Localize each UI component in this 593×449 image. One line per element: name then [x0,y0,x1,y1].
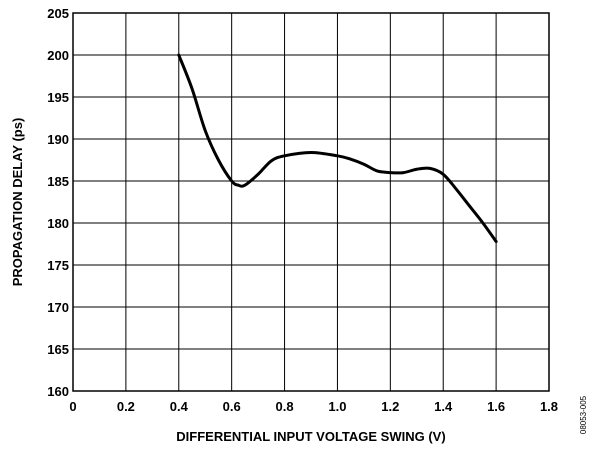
y-tick-label: 160 [47,384,69,399]
x-tick-label: 0.6 [223,399,241,414]
y-tick-label: 190 [47,132,69,147]
x-tick-label: 1.2 [381,399,399,414]
y-tick-label: 165 [47,342,69,357]
y-tick-label: 185 [47,174,69,189]
x-tick-label: 1.8 [540,399,558,414]
x-tick-label: 1.0 [328,399,346,414]
y-axis: 160 165 170 175 180 185 190 195 200 205 [47,6,69,399]
x-tick-label: 1.6 [487,399,505,414]
y-tick-label: 180 [47,216,69,231]
y-tick-label: 170 [47,300,69,315]
series-line [177,53,498,243]
y-tick-label: 195 [47,90,69,105]
grid [73,13,549,391]
y-tick-label: 205 [47,6,69,21]
y-tick-label: 175 [47,258,69,273]
x-tick-label: 0.2 [117,399,135,414]
y-axis-title: PROPAGATION DELAY (ps) [10,118,25,287]
figure-id: 08053-005 [579,395,588,434]
x-tick-label: 0 [69,399,76,414]
x-axis-title: DIFFERENTIAL INPUT VOLTAGE SWING (V) [176,429,445,444]
x-tick-label: 1.4 [434,399,453,414]
x-axis: 0 0.2 0.4 0.6 0.8 1.0 1.2 1.4 1.6 1.8 [69,399,558,414]
x-tick-label: 0.8 [276,399,294,414]
y-tick-label: 200 [47,48,69,63]
plot-frame [72,12,550,392]
x-tick-label: 0.4 [170,399,189,414]
